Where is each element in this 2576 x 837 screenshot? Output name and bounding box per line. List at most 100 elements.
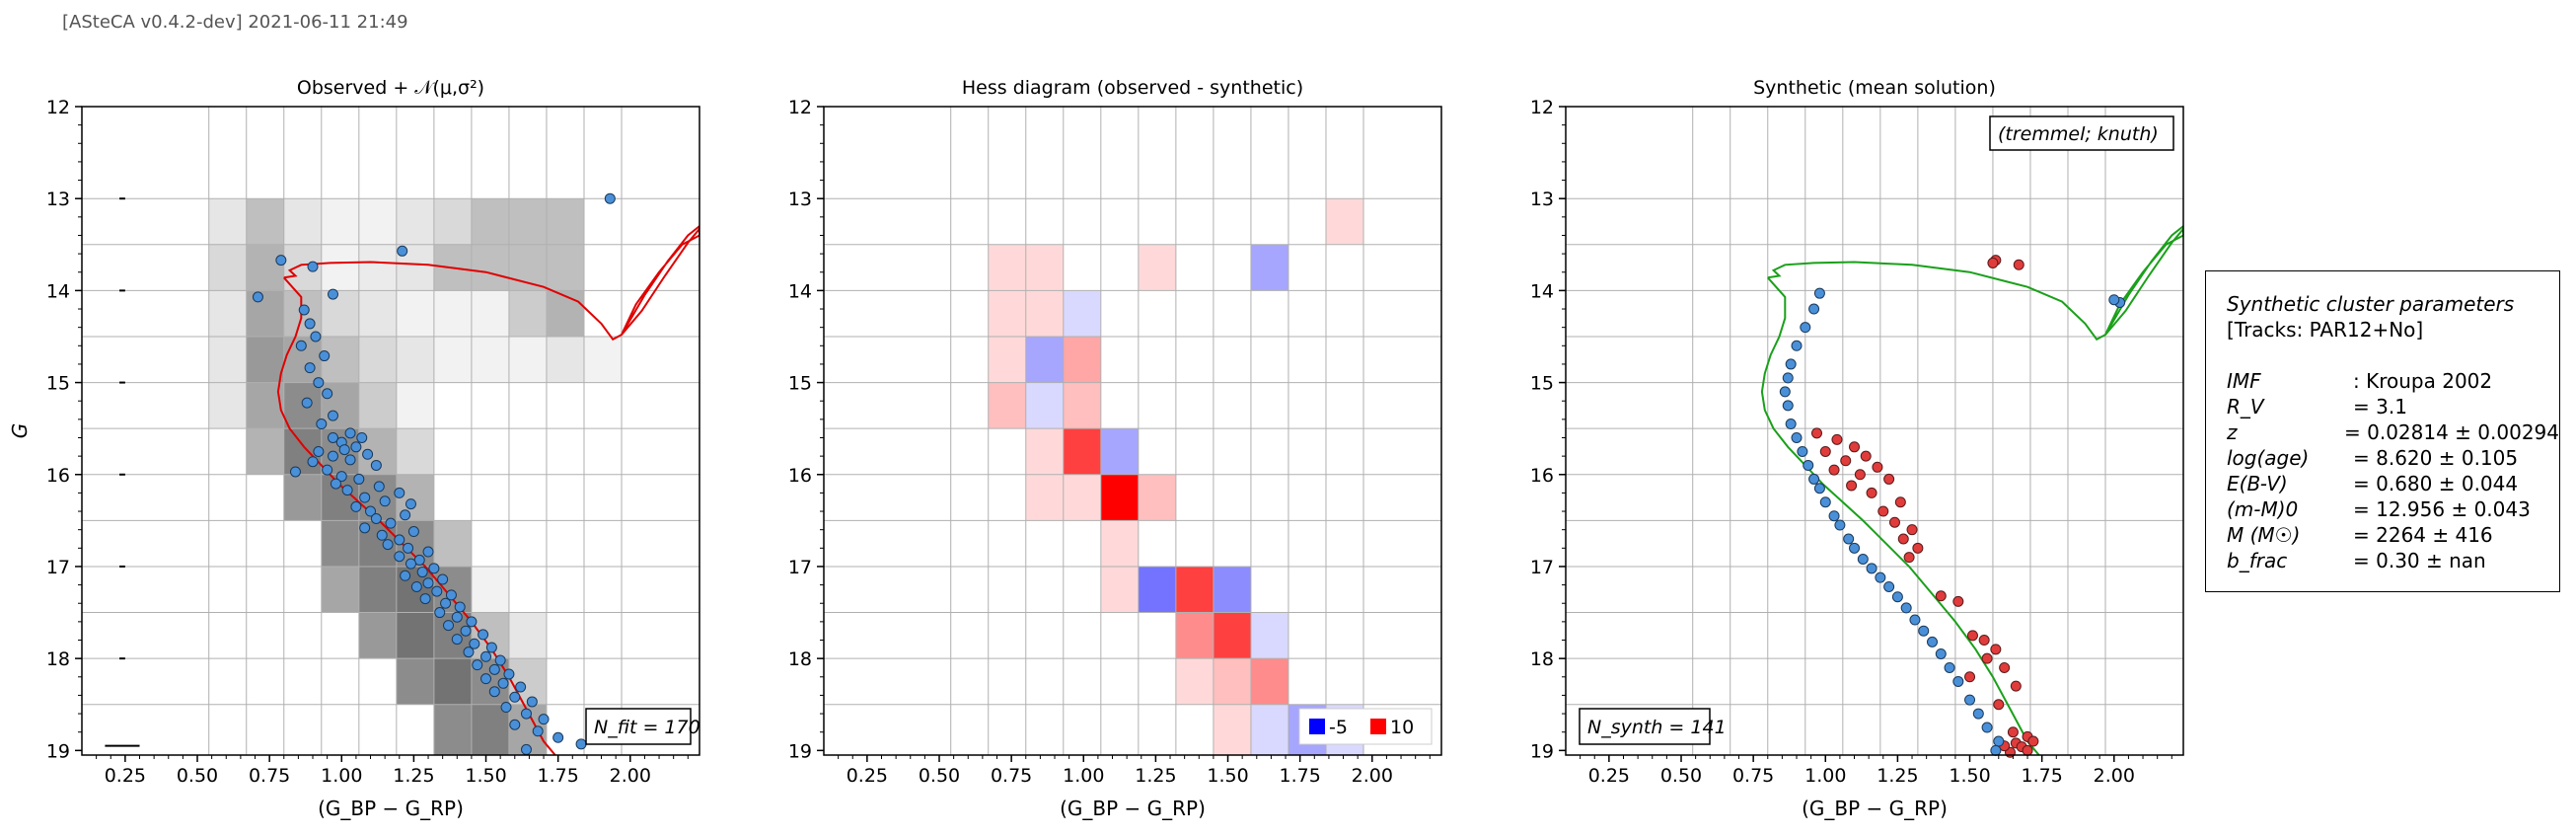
observed-star [289,466,301,478]
synthetic-single-star [1993,735,2005,747]
synthetic-single-star [1883,580,1895,592]
observed-star [356,431,368,443]
synthetic-single-star [1981,722,1993,733]
density-cell [208,244,247,291]
density-cell [358,566,397,613]
synthetic-binary-star [1999,661,2011,673]
y-tick-label: 18 [1530,648,1554,670]
synthetic-single-star [1819,496,1831,508]
observed-star [327,288,338,300]
density-cell [208,336,247,383]
observed-star [313,377,325,389]
x-tick-label: 2.00 [1352,765,1393,787]
observed-star [350,500,362,512]
y-tick-label: 14 [788,280,812,302]
x-tick-label: 0.50 [1660,765,1702,787]
observed-star [344,454,356,466]
hess-cell [1100,474,1139,521]
density-cell [433,290,472,337]
hess-cell [1025,244,1064,291]
y-tick-label: 13 [46,189,70,210]
x-tick-label: 0.25 [1588,765,1630,787]
hess-cell [1063,290,1101,337]
synthetic-single-star [1828,510,1840,522]
param-label: (m-M)0 [2227,497,2299,521]
hess-cell [1250,244,1288,291]
synthetic-single-star [1808,303,1820,315]
y-tick-label: 19 [46,740,70,762]
observed-star [298,304,310,316]
observed-star [330,478,341,490]
density-cell [358,198,397,245]
observed-star [365,505,377,517]
observed-star [327,431,338,443]
x-tick-label: 2.00 [610,765,651,787]
hess-cell [1138,566,1176,613]
observed-star [385,517,397,529]
synthetic-binary-star [1903,552,1915,564]
synthetic-binary-star [1828,464,1840,476]
observed-star [400,509,411,521]
synthetic-binary-star [1894,496,1906,508]
x-tick-label: 1.00 [1063,765,1104,787]
synthetic-binary-star [1990,644,2002,655]
synthetic-single-star [1866,563,1877,574]
observed-star [520,708,532,720]
observed-star [341,485,353,496]
synthetic-single-star [1909,614,1921,626]
synthetic-binary-star [1872,461,1883,473]
param-label: E(B-V) [2227,472,2288,495]
hess-cell [988,382,1026,429]
x-tick-label: 1.75 [538,765,579,787]
y-tick-label: 16 [46,465,70,487]
observed-star [304,362,316,374]
density-cell [358,612,397,659]
observed-star [394,534,405,546]
hess-cell [1250,612,1288,659]
density-cell [396,198,434,245]
observed-star [394,551,405,563]
synthetic-single-star [1918,625,1930,637]
synthetic-single-star [2108,294,2120,306]
hess-cell [1025,336,1064,383]
hess-cell [1100,566,1139,613]
synthetic-binary-star [2027,735,2039,747]
observed-star [440,597,452,609]
synthetic-single-star [1813,287,1825,299]
synthetic-single-star [1800,322,1811,334]
observed-star [520,743,532,755]
observed-panel: Observed + 𝒩(μ,σ²) 0.25 0.50 0.75 1.00 1.25 1.… [8,77,700,820]
param-label: log(age) [2227,446,2310,470]
synthetic-binary-star [1846,480,1858,492]
density-cell [321,198,359,245]
observed-star [307,261,319,272]
hess-cell [1325,198,1364,245]
synthetic-single-star [1797,445,1808,457]
hess-cell [1213,612,1251,659]
synthetic-single-star [1952,675,1964,687]
hess-cell [1025,428,1064,475]
observed-star [344,427,356,439]
density-cell [358,336,397,383]
x-axis-label: (G_BP − G_RP) [1060,797,1206,820]
observed-star [480,650,492,662]
x-tick-label: 0.50 [919,765,960,787]
y-tick-label: 12 [46,97,70,118]
observed-star [451,634,463,646]
params-row: R_V = 3.1 [2227,394,2559,419]
synthetic-binary-star [1993,699,2005,711]
density-cell [471,336,509,383]
legend-label: 10 [1390,717,1414,738]
report-header: [ASteCA v0.4.2-dev] 2021-06-11 21:49 [62,12,408,33]
observed-star [370,512,382,524]
observed-star [443,620,455,632]
observed-star [370,459,382,471]
density-cell [321,244,359,291]
y-tick-label: 18 [788,648,812,670]
synthetic-params-box: Synthetic cluster parameters [Tracks: PA… [2205,270,2560,592]
param-value: = 2264 ± 416 [2353,523,2493,547]
synthetic-single-star [1875,571,1886,583]
synthetic-single-star [1834,519,1846,531]
density-cell [321,290,359,337]
density-cell [433,336,472,383]
